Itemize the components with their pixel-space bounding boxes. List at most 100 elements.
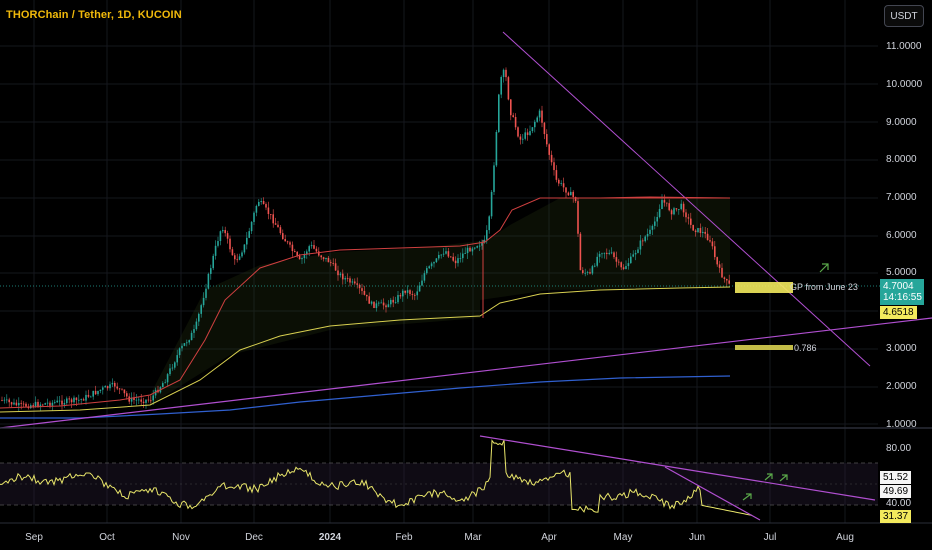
candle-body (390, 299, 392, 305)
candle-body (200, 305, 202, 314)
candle-body (51, 402, 54, 406)
candle-body (164, 382, 166, 384)
candle-body (3, 399, 6, 401)
candle-body (104, 386, 106, 388)
candle-body (75, 397, 78, 401)
time-label: Feb (395, 532, 413, 543)
candle-body (486, 230, 488, 240)
candle-body (531, 127, 534, 132)
candle-body (450, 256, 452, 258)
rsi-trendline[interactable] (479, 435, 876, 501)
candle-body (687, 217, 690, 219)
candle-body (147, 399, 150, 401)
candle-body (13, 402, 15, 405)
candle-body (162, 383, 164, 388)
rsi-trendline-2[interactable] (664, 466, 761, 521)
candle-body (25, 403, 27, 407)
time-label: Sep (25, 532, 43, 543)
candle-body (169, 368, 171, 375)
ascending-trendline[interactable] (0, 317, 932, 429)
candle-body (370, 301, 373, 304)
candle-body (438, 255, 440, 259)
candle-body (138, 399, 140, 401)
candle-body (272, 214, 274, 224)
candle-body (219, 231, 222, 242)
candle-body (493, 165, 495, 192)
candle-body (133, 397, 135, 400)
time-label: Dec (245, 532, 263, 543)
candle-body (661, 200, 663, 210)
candle-body (505, 69, 507, 78)
candle-body (610, 252, 613, 254)
gp-label: GP from June 23 (790, 282, 858, 292)
candle-body (435, 258, 438, 263)
candle-body (387, 304, 390, 308)
candle-body (517, 127, 519, 137)
grid (0, 0, 878, 523)
candle-body (543, 122, 546, 135)
candle-body (680, 203, 682, 210)
candle-body (109, 384, 111, 389)
candle-body (529, 131, 531, 135)
candle-body (397, 295, 399, 303)
candle-body (22, 403, 25, 405)
candle-body (1, 400, 3, 401)
candle-body (577, 201, 579, 234)
candle-body (560, 183, 562, 185)
candle-body (558, 179, 560, 184)
candle-body (723, 277, 726, 279)
candle-body (634, 252, 637, 255)
descending-trendline[interactable] (502, 31, 871, 367)
candle-body (193, 329, 195, 333)
candle-body (445, 251, 447, 254)
candle-body (195, 321, 198, 330)
candle-body (243, 244, 246, 253)
candle-body (46, 402, 49, 404)
candle-body (589, 272, 591, 274)
candle-body (207, 273, 210, 289)
candle-body (298, 255, 301, 260)
candle-body (402, 290, 404, 297)
candle-body (502, 69, 505, 77)
candle-body (152, 395, 154, 401)
candle-body (361, 288, 363, 291)
fib-zone[interactable] (735, 345, 793, 350)
candle-body (483, 239, 486, 243)
candle-body (433, 262, 435, 264)
candle-body (582, 270, 584, 274)
candle-body (339, 273, 342, 276)
candle-body (404, 290, 406, 293)
candle-body (274, 223, 277, 225)
candle-body (142, 401, 145, 403)
candle-body (318, 251, 320, 256)
candle-body (85, 394, 87, 401)
candle-body (550, 154, 553, 163)
candle-body (478, 245, 481, 247)
candle-body (692, 224, 694, 231)
candle-body (498, 94, 500, 132)
ma-blue (0, 375, 731, 419)
time-label: Mar (464, 532, 482, 543)
candle-body (694, 230, 697, 233)
candle-body (363, 290, 366, 295)
candle-body (224, 230, 226, 234)
candle-body (344, 278, 346, 280)
candle-body (702, 231, 704, 233)
rsi-arrow-icon (779, 474, 788, 482)
rsi-badge: 49.69 (880, 485, 912, 498)
rsi-line (0, 439, 753, 516)
candle-body (642, 240, 644, 242)
candle-body (330, 262, 332, 264)
candle-body (382, 302, 385, 306)
candle-body (250, 221, 253, 232)
candlesticks (1, 67, 730, 412)
candle-body (534, 121, 536, 128)
candle-body (570, 191, 572, 196)
gp-zone[interactable] (735, 282, 793, 293)
candle-body (262, 201, 265, 205)
candle-body (562, 183, 565, 188)
time-label: Oct (99, 532, 115, 543)
candle-body (514, 117, 517, 128)
currency-button[interactable]: USDT (884, 5, 924, 27)
